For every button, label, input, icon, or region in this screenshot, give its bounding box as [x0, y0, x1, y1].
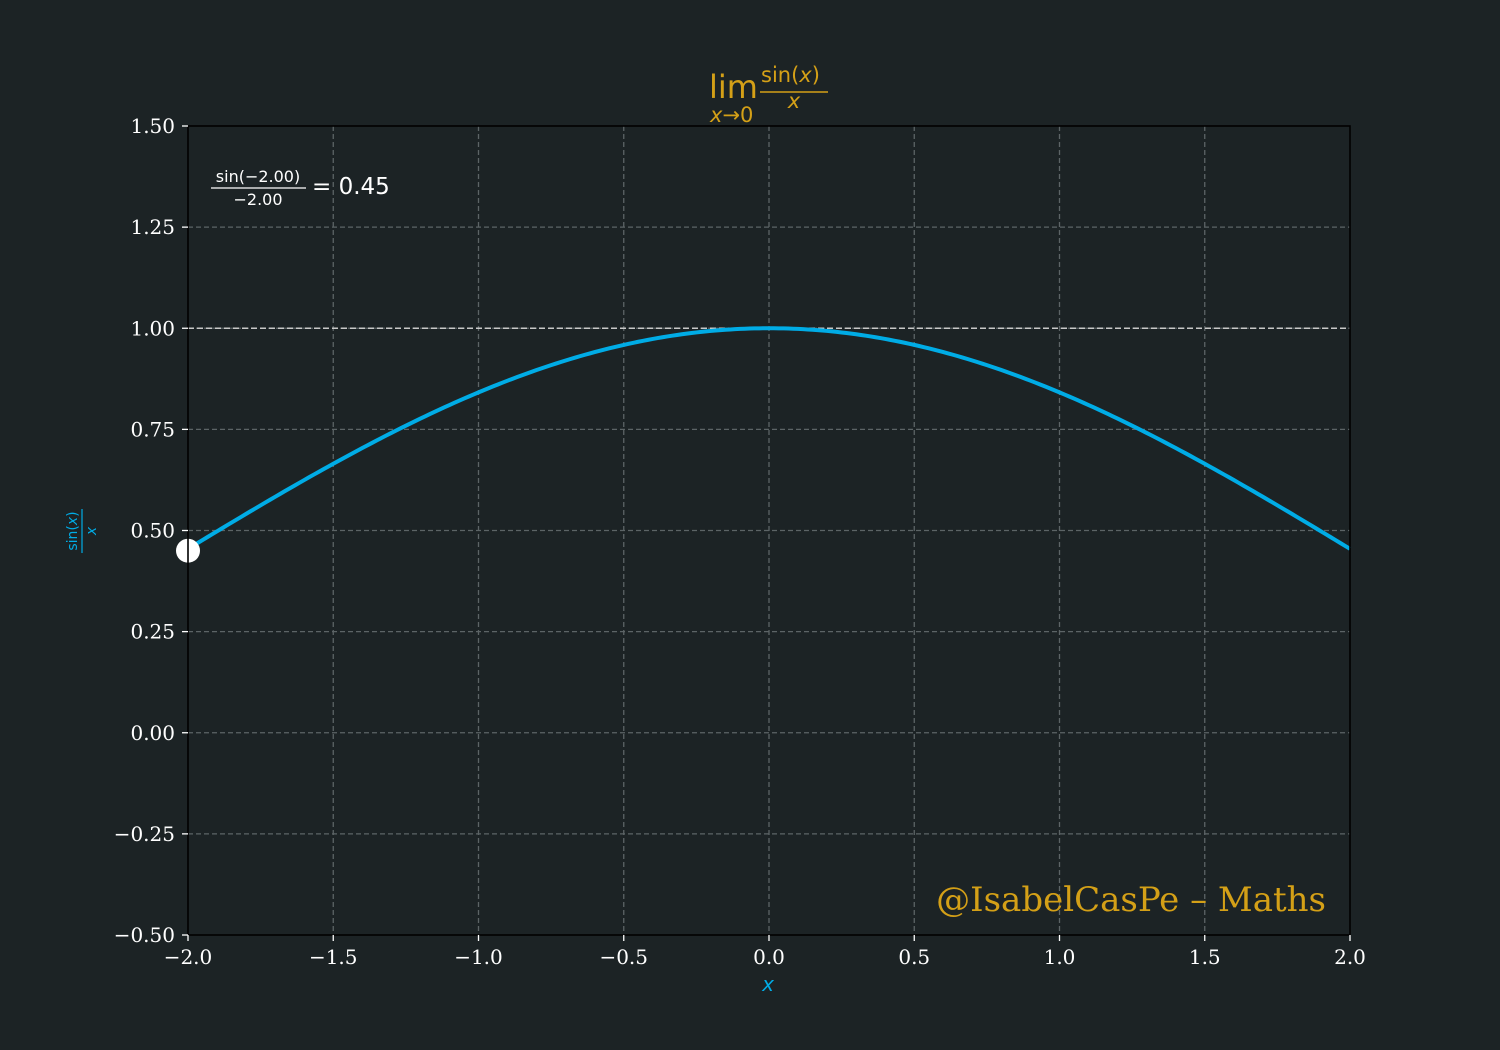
y-axis-label-denominator: x [84, 526, 100, 536]
y-tick-label: 0.75 [130, 417, 175, 441]
x-tick-label: 0.0 [753, 945, 785, 969]
x-axis-ticks: −2.0 −1.5 −1.0 −0.5 0.0 0.5 1.0 1.5 2.0 [164, 935, 1366, 969]
annotation-numerator: sin(−2.00) [216, 167, 300, 186]
x-tick-label: 2.0 [1334, 945, 1366, 969]
watermark-text: @IsabelCasPe – Maths [936, 880, 1326, 920]
x-tick-label: 1.5 [1189, 945, 1221, 969]
x-tick-label: −1.5 [309, 945, 358, 969]
y-tick-label: 1.00 [130, 316, 175, 340]
y-tick-label: 0.00 [130, 721, 175, 745]
x-axis-label: x [761, 972, 774, 996]
chart-title: lim sin(x) x x→0 [709, 63, 828, 127]
annotation-result: = 0.45 [312, 174, 390, 200]
x-tick-label: −2.0 [164, 945, 213, 969]
y-tick-label: 0.50 [130, 519, 175, 543]
x-tick-label: 0.5 [898, 945, 930, 969]
plot-area [176, 125, 1352, 936]
x-tick-label: −1.0 [454, 945, 503, 969]
y-axis-ticks: −0.50 −0.25 0.00 0.25 0.50 0.75 1.00 1.25 1.50 [114, 114, 188, 947]
value-annotation: sin(−2.00) −2.00 = 0.45 [211, 167, 390, 209]
grid-lines [188, 126, 1350, 935]
y-tick-label: −0.25 [114, 822, 175, 846]
y-tick-label: 1.25 [130, 215, 175, 239]
y-axis-label-numerator: sin(x) [65, 511, 81, 550]
title-lim: lim [709, 68, 758, 106]
annotation-denominator: −2.00 [233, 190, 282, 209]
series-line-sinx-over-x [186, 326, 1352, 551]
y-tick-label: −0.50 [114, 923, 175, 947]
y-tick-label: 1.50 [130, 114, 175, 138]
y-tick-label: 0.25 [130, 620, 175, 644]
x-tick-label: 1.0 [1044, 945, 1076, 969]
title-subscript: x→0 [709, 103, 753, 127]
x-tick-label: −0.5 [599, 945, 648, 969]
title-numerator: sin(x) [761, 63, 820, 87]
y-axis-label: sin(x) x [65, 509, 100, 553]
title-denominator: x [787, 89, 801, 113]
